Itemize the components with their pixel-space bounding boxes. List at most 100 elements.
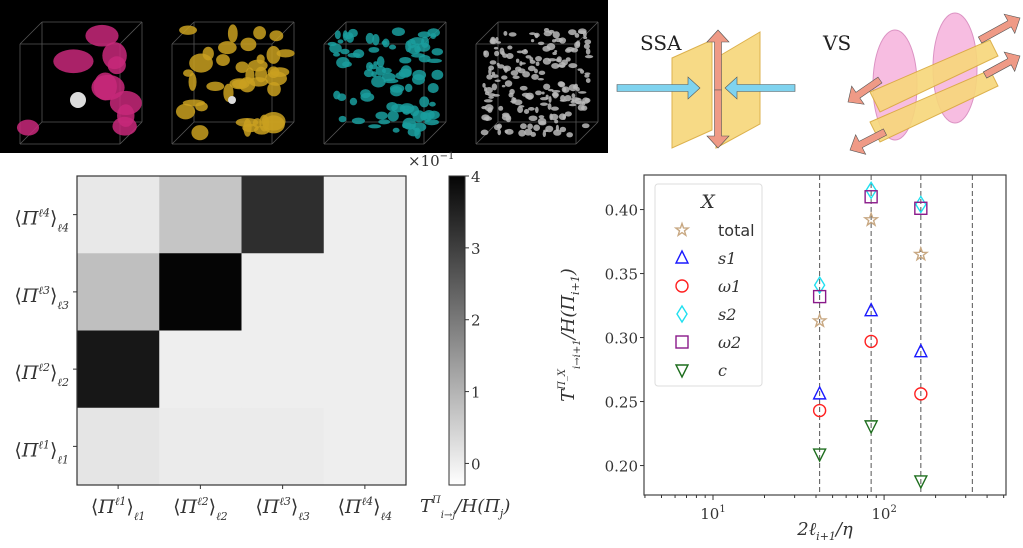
- heatmap-cell: [241, 176, 325, 254]
- label-sub: ℓ1: [57, 453, 69, 466]
- structure-blob: [539, 102, 548, 106]
- structure-blob: [514, 66, 522, 72]
- legend-marker-star: [673, 221, 691, 238]
- label-sub: ℓ4: [57, 222, 69, 235]
- structure-blob: [564, 94, 572, 102]
- structure-blob: [581, 123, 590, 129]
- legend-label: s1: [718, 249, 736, 268]
- label-base: Π: [179, 496, 197, 518]
- structure-blob: [402, 108, 411, 115]
- structure-blob: [535, 90, 542, 96]
- vs-label: VS: [822, 31, 851, 55]
- render-cube-4: [475, 21, 599, 145]
- structure-blob: [574, 41, 581, 49]
- structure-blob: [267, 66, 280, 79]
- structure-blob: [53, 49, 94, 74]
- multiplier-base: ×10: [408, 152, 440, 170]
- structure-blob: [529, 60, 536, 64]
- heatmap-cell: [159, 330, 242, 409]
- data-point-circle: [864, 334, 878, 349]
- legend-title: X: [699, 191, 716, 213]
- structure-blob: [535, 61, 540, 66]
- structure-blob: [501, 84, 506, 88]
- heatmap-cell: [77, 330, 160, 409]
- structure-blob: [571, 99, 575, 103]
- structure-blob: [482, 82, 486, 88]
- structure-blob: [368, 46, 380, 53]
- structure-blob: [566, 47, 575, 52]
- heatmap-cell: [77, 176, 160, 254]
- cube-edge: [423, 121, 447, 145]
- structure-blob: [583, 43, 590, 49]
- structure-blob: [16, 119, 40, 136]
- structure-blob: [483, 99, 493, 103]
- yl-sup: Π_X: [557, 368, 568, 391]
- structure-blob: [551, 62, 560, 69]
- structure-blob: [420, 111, 428, 121]
- col-label: ⟨Πℓ2⟩ℓ2: [173, 495, 228, 523]
- structure-blob: [552, 31, 560, 39]
- heatmap-cell: [159, 253, 242, 331]
- label-sup: ℓ2: [197, 495, 209, 508]
- structure-blob: [412, 74, 425, 85]
- legend-label: total: [718, 221, 755, 240]
- structure-blob: [486, 74, 493, 80]
- structure-blob: [527, 123, 533, 130]
- xl-rest: /η: [834, 519, 853, 540]
- data-point-circle: [812, 403, 827, 418]
- structure-blob: [371, 75, 386, 88]
- structure-blob: [484, 91, 490, 96]
- angle-open: ⟨: [14, 439, 21, 461]
- structure-blob: [519, 61, 523, 66]
- col-label: ⟨Πℓ1⟩ℓ1: [91, 495, 146, 523]
- structure-blob: [229, 78, 250, 90]
- structure-blob: [188, 72, 197, 91]
- structure-blob: [381, 72, 396, 82]
- heatmap: ⟨Πℓ4⟩ℓ4⟨Πℓ3⟩ℓ3⟨Πℓ2⟩ℓ2⟨Πℓ1⟩ℓ1⟨Πℓ1⟩ℓ1 ⟨Πℓ2⟩…: [14, 151, 510, 523]
- colorbar-tick-label: 1: [471, 384, 481, 402]
- structure-blob: [574, 83, 579, 89]
- data-point-diamond: [865, 181, 877, 200]
- structure-blob: [376, 56, 385, 68]
- structure-blob: [404, 83, 413, 93]
- colorbar-tick-label: 0: [471, 455, 481, 473]
- structure-blob: [402, 123, 416, 129]
- structure-blob: [535, 55, 542, 62]
- structure-blob: [551, 90, 561, 93]
- structure-blob: [276, 49, 295, 58]
- legend-label: ω2: [718, 333, 741, 352]
- heatmap-cell: [323, 330, 407, 409]
- structure-blob: [550, 106, 559, 111]
- structure-blob: [571, 93, 576, 99]
- structure-blob: [336, 57, 350, 69]
- structure-blob: [235, 61, 249, 73]
- stretch-arrow-down: [706, 89, 730, 149]
- structure-blob: [195, 101, 208, 112]
- structure-blob: [504, 80, 513, 87]
- label-base: Π: [21, 208, 39, 230]
- structure-blob: [491, 83, 498, 91]
- cl-rest-sub: j: [497, 507, 504, 520]
- structure-blob: [390, 86, 403, 97]
- label-sub: ℓ1: [134, 510, 146, 523]
- angle-close: ⟩: [50, 208, 57, 230]
- visualization-panel: [0, 0, 608, 153]
- structure-blob: [107, 56, 126, 75]
- data-point-diamond: [813, 275, 826, 295]
- structure-blob: [564, 111, 572, 117]
- structure-blob: [545, 94, 549, 99]
- y-tick-label: 0.35: [605, 266, 638, 284]
- structure-blob: [537, 41, 545, 46]
- colorbar: [448, 175, 466, 486]
- structure-blob: [559, 99, 568, 102]
- stretch-arrow-1: [977, 13, 1021, 44]
- structure-blob: [261, 111, 286, 131]
- label-sup: ℓ1: [115, 495, 127, 508]
- row-label: ⟨Πℓ3⟩ℓ3: [14, 284, 69, 312]
- angle-open: ⟨: [255, 496, 262, 518]
- structure-blob: [533, 124, 541, 131]
- legend-label: s2: [718, 305, 736, 324]
- structure-blob: [534, 106, 539, 114]
- structure-blob: [407, 44, 421, 55]
